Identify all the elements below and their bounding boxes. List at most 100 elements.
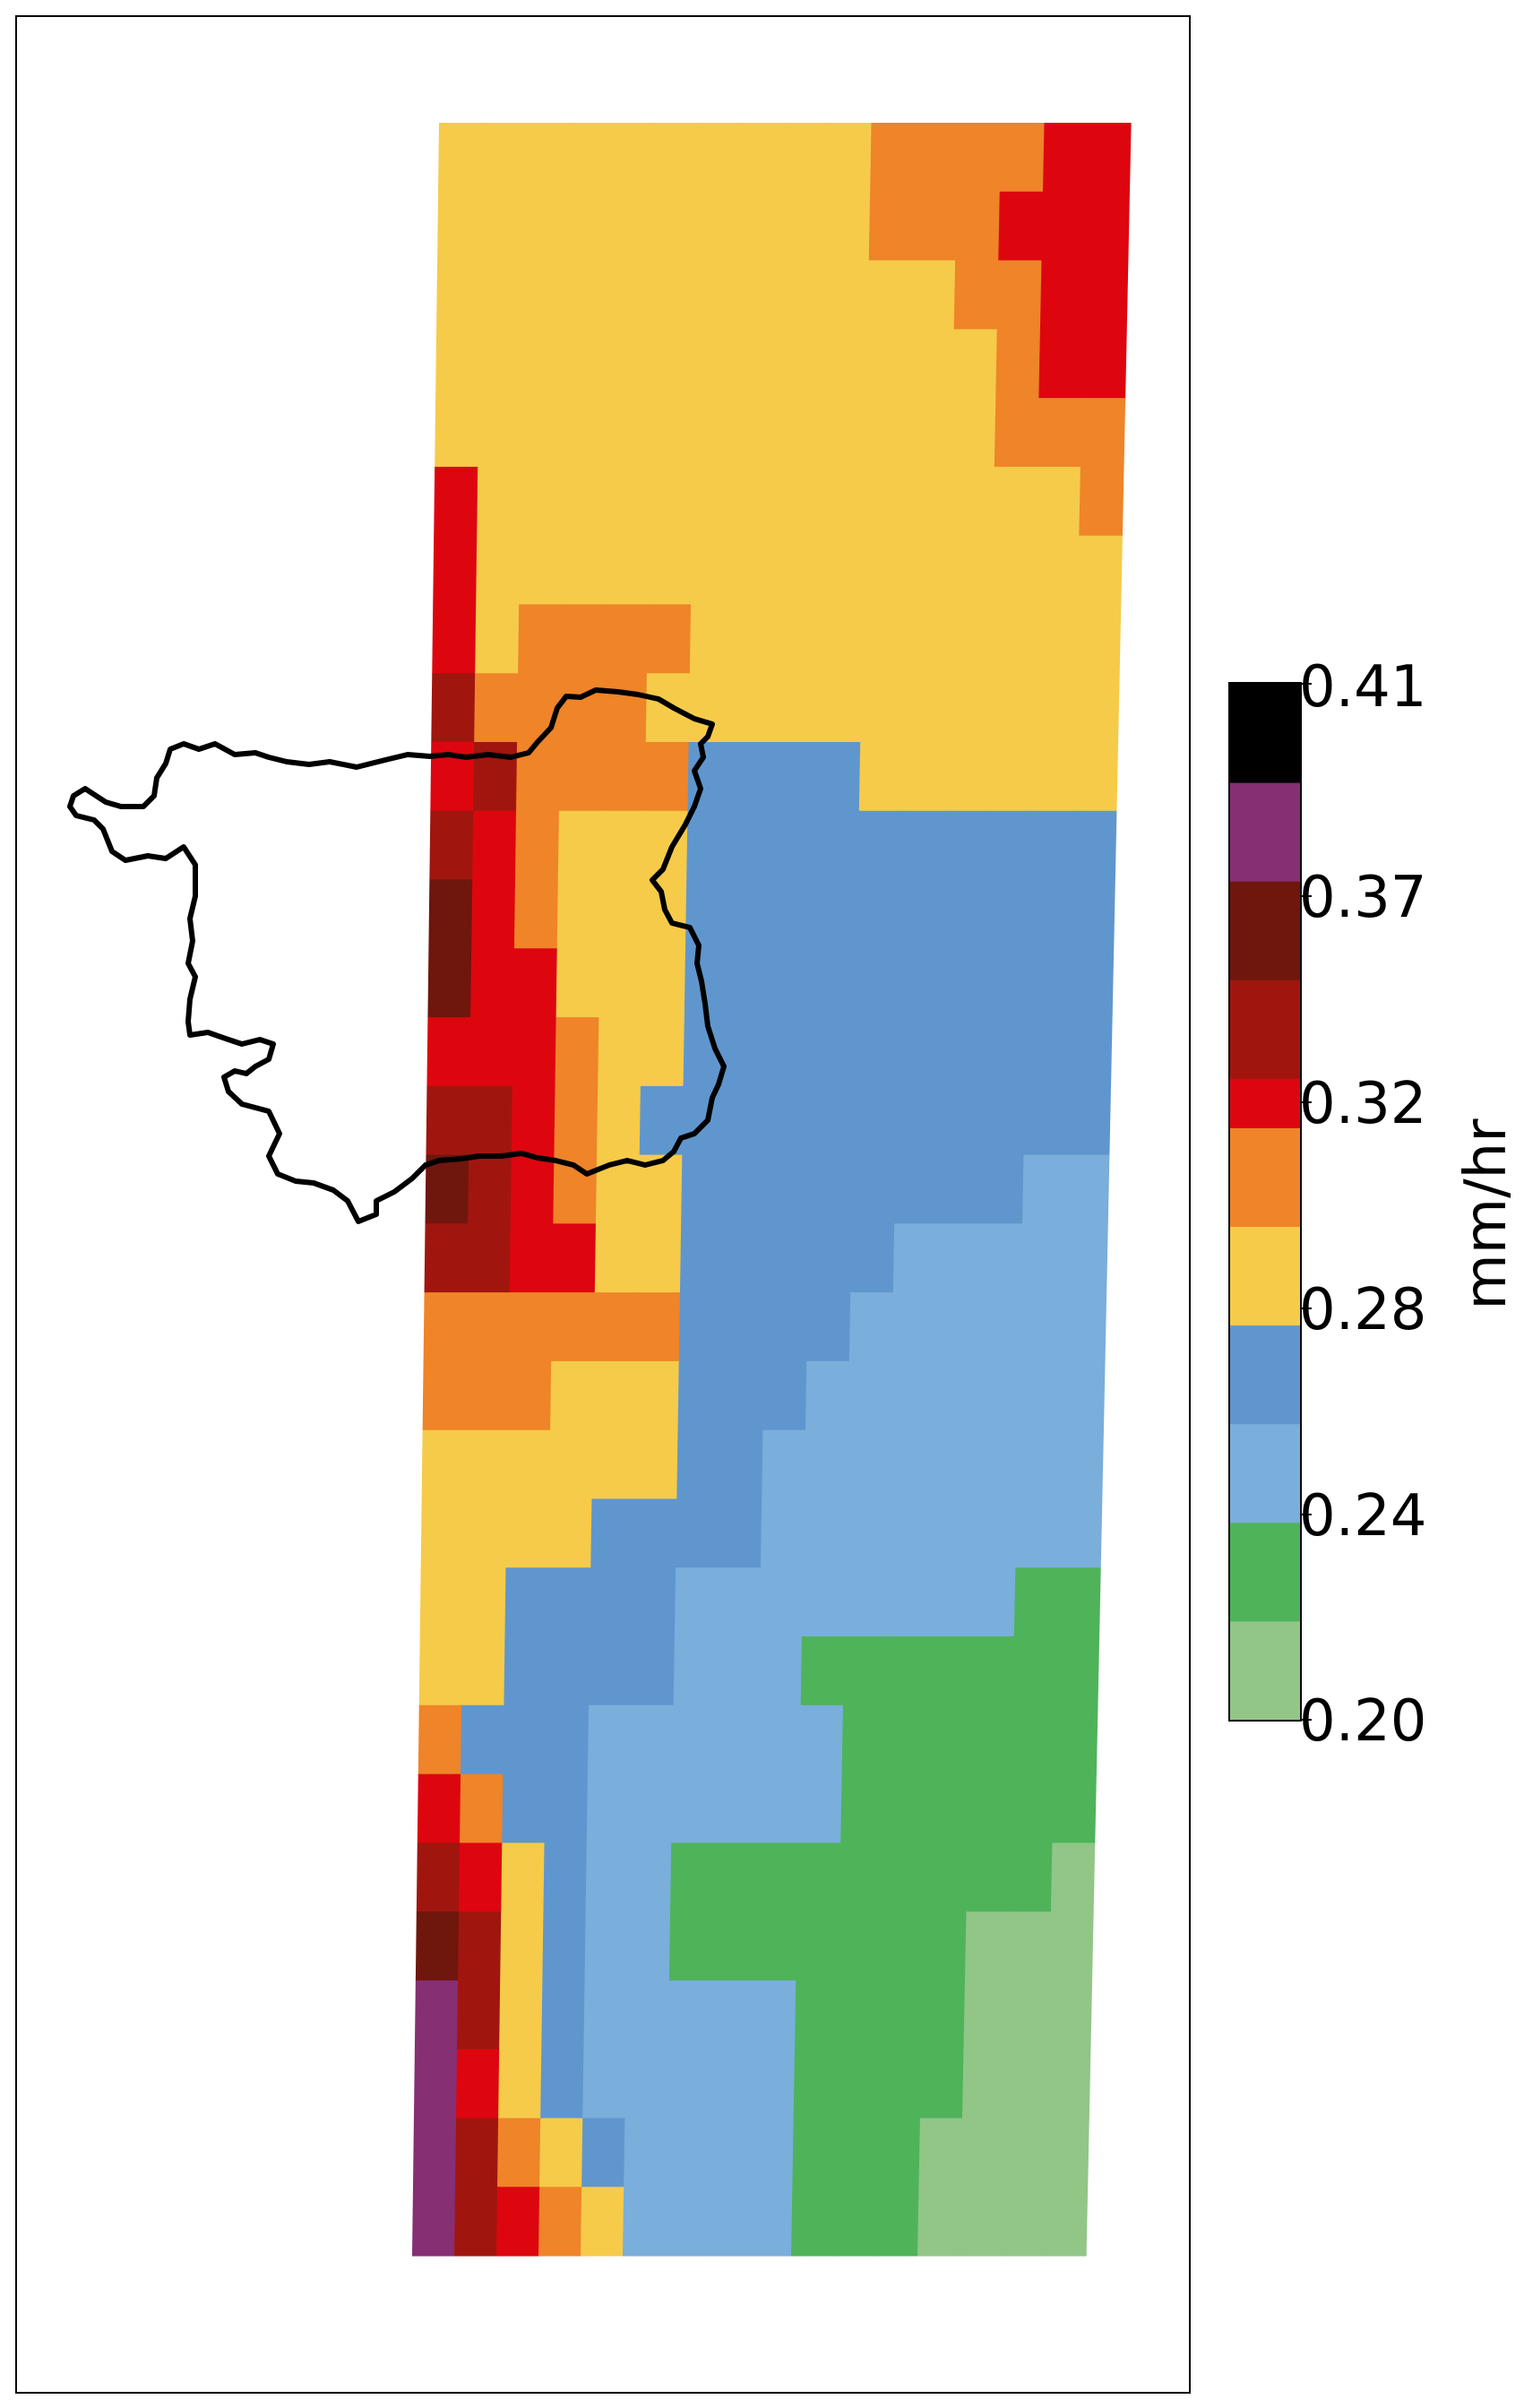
grid-cell bbox=[810, 1085, 855, 1156]
grid-cell bbox=[753, 1912, 798, 1981]
grid-cell bbox=[623, 2187, 667, 2257]
grid-cell bbox=[723, 1154, 769, 1224]
grid-cell bbox=[625, 1980, 670, 2050]
grid-cell bbox=[681, 1154, 726, 1224]
grid-cell bbox=[757, 1705, 802, 1775]
grid-cell bbox=[501, 1843, 546, 1912]
grid-cell bbox=[1046, 2049, 1091, 2119]
precipitation-grid bbox=[412, 123, 1132, 2257]
grid-cell bbox=[599, 879, 644, 949]
grid-cell bbox=[1042, 123, 1089, 193]
grid-cell bbox=[944, 741, 990, 812]
grid-cell bbox=[986, 810, 1031, 881]
colorbar-tick-label: 0.41 bbox=[1299, 654, 1427, 721]
grid-cell bbox=[1069, 948, 1115, 1018]
grid-cell bbox=[908, 398, 953, 468]
grid-cell bbox=[938, 1085, 983, 1156]
grid-cell bbox=[418, 1636, 463, 1706]
grid-cell bbox=[963, 1980, 1008, 2050]
grid-cell bbox=[627, 1843, 672, 1912]
grid-cell bbox=[995, 329, 1041, 399]
grid-cell bbox=[801, 1567, 847, 1637]
grid-cell bbox=[638, 1154, 683, 1224]
grid-cell bbox=[890, 1360, 935, 1431]
grid-cell bbox=[759, 1567, 804, 1637]
grid-cell bbox=[646, 604, 692, 674]
grid-cell bbox=[481, 123, 527, 193]
grid-cell bbox=[1029, 810, 1074, 881]
grid-cell bbox=[513, 879, 559, 949]
grid-cell bbox=[760, 1498, 805, 1568]
grid-cell bbox=[500, 1912, 545, 1981]
grid-cell bbox=[521, 398, 565, 468]
grid-cell bbox=[696, 191, 742, 262]
grid-cell bbox=[652, 191, 698, 262]
grid-cell bbox=[901, 741, 947, 812]
grid-cell bbox=[782, 191, 828, 262]
grid-cell bbox=[678, 1292, 724, 1362]
colorbar-unit-label: mm/hr bbox=[1453, 1118, 1520, 1310]
grid-cell bbox=[459, 1843, 503, 1912]
grid-cell bbox=[977, 1223, 1023, 1293]
grid-cell bbox=[891, 1292, 936, 1362]
grid-cell bbox=[833, 2187, 878, 2257]
grid-cell bbox=[466, 1292, 511, 1362]
grid-cell bbox=[694, 260, 740, 330]
grid-cell bbox=[420, 1498, 465, 1568]
grid-cell bbox=[842, 1636, 888, 1706]
grid-cell bbox=[726, 1017, 771, 1087]
grid-cell bbox=[749, 2187, 793, 2257]
colorbar-bin bbox=[1229, 1325, 1301, 1425]
grid-cell bbox=[496, 2187, 540, 2257]
grid-cell bbox=[835, 2049, 880, 2119]
grid-cell bbox=[734, 535, 779, 606]
grid-cell bbox=[952, 329, 998, 399]
grid-cell bbox=[542, 1912, 587, 1981]
grid-cell bbox=[826, 123, 873, 193]
grid-cell bbox=[821, 466, 866, 537]
grid-cell bbox=[996, 260, 1043, 330]
colorbar-bin bbox=[1229, 1423, 1301, 1523]
grid-cell bbox=[506, 1429, 551, 1500]
grid-cell bbox=[436, 260, 481, 330]
grid-cell bbox=[894, 1154, 939, 1224]
grid-cell bbox=[895, 1085, 941, 1156]
grid-cell bbox=[551, 1292, 596, 1362]
grid-cell bbox=[882, 1843, 926, 1912]
grid-cell bbox=[567, 123, 613, 193]
grid-cell bbox=[504, 1567, 549, 1637]
grid-cell bbox=[458, 1912, 502, 1981]
grid-cell bbox=[435, 398, 479, 468]
grid-cell bbox=[592, 1360, 637, 1431]
grid-cell bbox=[507, 1360, 552, 1431]
grid-cell bbox=[762, 1429, 806, 1500]
grid-cell bbox=[841, 1705, 886, 1775]
grid-cell bbox=[807, 1223, 853, 1293]
grid-cell bbox=[975, 1360, 1020, 1431]
grid-cell bbox=[1020, 1223, 1066, 1293]
grid-cell bbox=[709, 2049, 753, 2119]
grid-cell bbox=[561, 604, 606, 674]
grid-cell bbox=[847, 1429, 891, 1500]
grid-cell bbox=[942, 879, 987, 949]
grid-cell bbox=[918, 2118, 963, 2188]
grid-cell bbox=[457, 1980, 501, 2050]
grid-cell bbox=[722, 1223, 767, 1293]
grid-cell bbox=[781, 260, 827, 330]
grid-cell bbox=[416, 1843, 461, 1912]
grid-cell bbox=[581, 2118, 625, 2188]
grid-cell bbox=[939, 1017, 985, 1087]
grid-cell bbox=[541, 1980, 586, 2050]
grid-cell bbox=[779, 398, 824, 468]
grid-cell bbox=[861, 604, 907, 674]
grid-cell bbox=[879, 1980, 924, 2050]
grid-cell bbox=[1060, 1360, 1106, 1431]
grid-cell bbox=[1005, 1980, 1050, 2050]
grid-cell bbox=[969, 1705, 1013, 1775]
grid-cell bbox=[904, 604, 950, 674]
grid-cell bbox=[674, 1567, 719, 1637]
grid-cell bbox=[432, 604, 477, 674]
grid-cell bbox=[852, 1085, 898, 1156]
grid-cell bbox=[455, 2118, 499, 2188]
